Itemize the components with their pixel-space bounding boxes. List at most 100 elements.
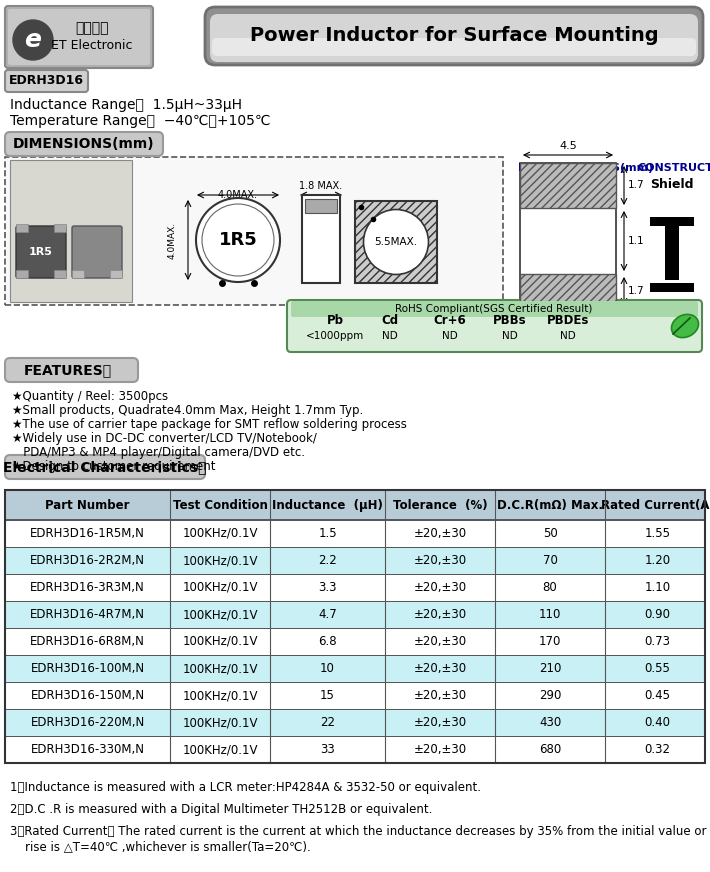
Text: Cd: Cd xyxy=(381,314,398,326)
Text: 5.5MAX.: 5.5MAX. xyxy=(374,237,417,247)
Text: 3、Rated Current： The rated current is the current at which the inductance decrea: 3、Rated Current： The rated current is th… xyxy=(10,825,710,853)
Text: ND: ND xyxy=(442,331,458,341)
Text: 0.90: 0.90 xyxy=(645,608,670,621)
Bar xyxy=(520,163,616,308)
Text: Pb: Pb xyxy=(327,314,344,326)
FancyBboxPatch shape xyxy=(5,358,138,382)
Text: 2、D.C .R is measured with a Digital Multimeter TH2512B or equivalent.: 2、D.C .R is measured with a Digital Mult… xyxy=(10,803,432,816)
Text: 22: 22 xyxy=(320,716,335,729)
Text: ±20,±30: ±20,±30 xyxy=(413,554,466,567)
Bar xyxy=(16,270,28,278)
FancyBboxPatch shape xyxy=(16,226,66,278)
Text: EDRH3D16-3R3M,N: EDRH3D16-3R3M,N xyxy=(30,581,145,594)
Bar xyxy=(520,163,616,208)
Text: 1R5: 1R5 xyxy=(219,231,258,249)
Text: 100KHz/0.1V: 100KHz/0.1V xyxy=(182,716,258,729)
Text: ±20,±30: ±20,±30 xyxy=(413,635,466,648)
Text: 1.20: 1.20 xyxy=(645,554,670,567)
Text: 10: 10 xyxy=(320,662,335,675)
Text: Cr+6: Cr+6 xyxy=(434,314,466,326)
Text: DIMENSIONS(mm): DIMENSIONS(mm) xyxy=(13,137,155,151)
Text: RoHS Compliant(SGS Certified Result): RoHS Compliant(SGS Certified Result) xyxy=(395,304,593,314)
Bar xyxy=(305,199,337,213)
Text: Inductance  (μH): Inductance (μH) xyxy=(272,499,383,512)
Text: 0.73: 0.73 xyxy=(645,635,670,648)
FancyBboxPatch shape xyxy=(287,300,702,352)
Text: 33: 33 xyxy=(320,743,335,756)
Text: 1、Inductance is measured with a LCR meter:HP4284A & 3532-50 or equivalent.: 1、Inductance is measured with a LCR mete… xyxy=(10,781,481,794)
Text: 4.7: 4.7 xyxy=(318,608,337,621)
Text: 100KHz/0.1V: 100KHz/0.1V xyxy=(182,635,258,648)
FancyBboxPatch shape xyxy=(5,455,205,479)
Text: LAND PATTERNS(mm): LAND PATTERNS(mm) xyxy=(518,163,653,173)
Text: 110: 110 xyxy=(539,608,561,621)
Text: ±20,±30: ±20,±30 xyxy=(413,581,466,594)
Circle shape xyxy=(13,20,53,60)
Text: 100KHz/0.1V: 100KHz/0.1V xyxy=(182,743,258,756)
Text: 680: 680 xyxy=(539,743,561,756)
FancyBboxPatch shape xyxy=(205,7,703,65)
Bar xyxy=(54,224,66,232)
Bar xyxy=(302,195,340,283)
Bar xyxy=(5,709,705,736)
Text: 70: 70 xyxy=(542,554,557,567)
Text: ±20,±30: ±20,±30 xyxy=(413,527,466,540)
Text: EDRH3D16: EDRH3D16 xyxy=(9,74,84,87)
Ellipse shape xyxy=(364,209,429,275)
Text: 100KHz/0.1V: 100KHz/0.1V xyxy=(182,527,258,540)
Text: ET Electronic: ET Electronic xyxy=(51,39,133,52)
Text: Power Inductor for Surface Mounting: Power Inductor for Surface Mounting xyxy=(250,26,658,45)
Text: 1.55: 1.55 xyxy=(645,527,670,540)
Bar xyxy=(665,226,679,280)
Text: 2.2: 2.2 xyxy=(318,554,337,567)
Bar xyxy=(5,157,503,305)
Text: 1.8 MAX.: 1.8 MAX. xyxy=(300,181,342,191)
Text: 80: 80 xyxy=(542,581,557,594)
Text: ★Design to customer requirement: ★Design to customer requirement xyxy=(12,460,216,473)
FancyBboxPatch shape xyxy=(291,301,698,317)
Bar xyxy=(72,270,84,278)
Text: ±20,±30: ±20,±30 xyxy=(413,716,466,729)
Text: Part Number: Part Number xyxy=(45,499,130,512)
Text: 100KHz/0.1V: 100KHz/0.1V xyxy=(182,554,258,567)
Text: Test Condition: Test Condition xyxy=(173,499,268,512)
Text: ND: ND xyxy=(502,331,518,341)
Text: 6.8: 6.8 xyxy=(318,635,337,648)
Bar xyxy=(5,490,705,520)
Text: 3.3: 3.3 xyxy=(318,581,337,594)
Bar xyxy=(10,160,132,302)
FancyBboxPatch shape xyxy=(212,38,696,56)
Bar xyxy=(5,574,705,601)
Text: PDA/MP3 & MP4 player/Digital camera/DVD etc.: PDA/MP3 & MP4 player/Digital camera/DVD … xyxy=(12,446,305,459)
Text: ±20,±30: ±20,±30 xyxy=(413,662,466,675)
Text: ★Quantity / Reel: 3500pcs: ★Quantity / Reel: 3500pcs xyxy=(12,390,168,403)
Text: 0.55: 0.55 xyxy=(645,662,670,675)
Text: ★Small products, Quadrate4.0mm Max, Height 1.7mm Typ.: ★Small products, Quadrate4.0mm Max, Heig… xyxy=(12,404,364,417)
FancyBboxPatch shape xyxy=(72,226,122,278)
Bar xyxy=(5,655,705,682)
Bar xyxy=(5,520,705,547)
Text: 0.45: 0.45 xyxy=(645,689,670,702)
Text: 100KHz/0.1V: 100KHz/0.1V xyxy=(182,662,258,675)
FancyBboxPatch shape xyxy=(5,6,153,68)
Text: ±20,±30: ±20,±30 xyxy=(413,608,466,621)
Bar xyxy=(5,490,705,763)
Text: Shield: Shield xyxy=(650,178,694,191)
Bar xyxy=(355,201,437,283)
Text: 0.40: 0.40 xyxy=(645,716,670,729)
Text: 290: 290 xyxy=(539,689,561,702)
Text: 100KHz/0.1V: 100KHz/0.1V xyxy=(182,581,258,594)
Text: 100KHz/0.1V: 100KHz/0.1V xyxy=(182,608,258,621)
Text: Tolerance  (%): Tolerance (%) xyxy=(393,499,487,512)
Text: CONSTRUCTION: CONSTRUCTION xyxy=(638,163,710,173)
Text: EDRH3D16-100M,N: EDRH3D16-100M,N xyxy=(31,662,145,675)
Text: 210: 210 xyxy=(539,662,561,675)
Text: PBDEs: PBDEs xyxy=(547,314,589,326)
Text: 1.7: 1.7 xyxy=(628,181,645,190)
Text: 15: 15 xyxy=(320,689,335,702)
FancyBboxPatch shape xyxy=(5,70,88,92)
Text: e: e xyxy=(25,28,41,52)
FancyBboxPatch shape xyxy=(5,132,163,156)
Bar xyxy=(5,736,705,763)
Bar xyxy=(5,601,705,628)
